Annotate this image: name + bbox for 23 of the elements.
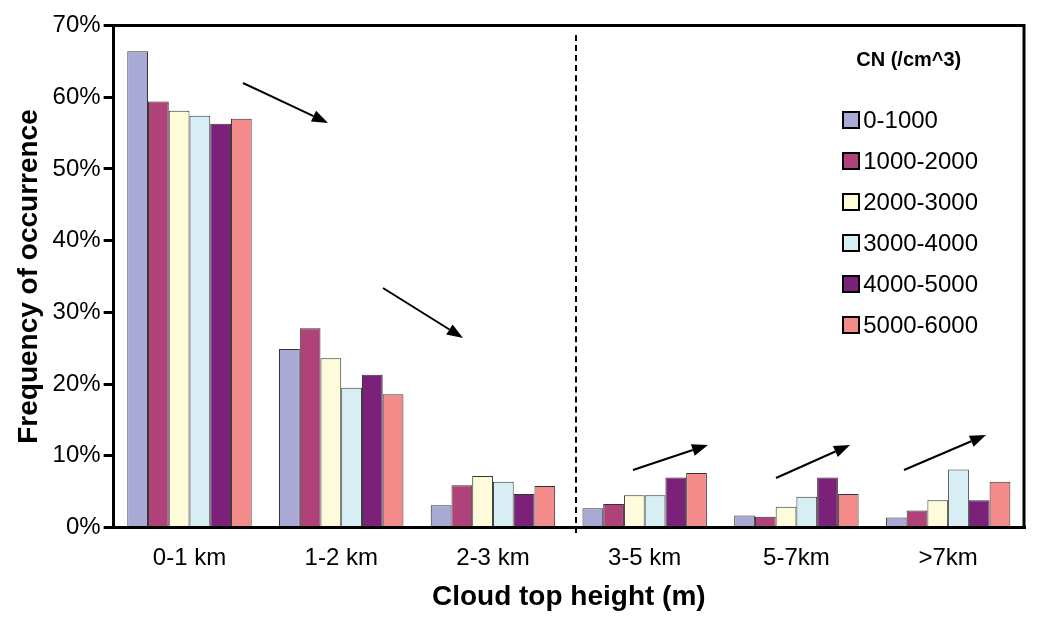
- legend-label: 5000-6000: [863, 310, 978, 339]
- x-tick-label: 3-5 km: [608, 542, 682, 570]
- x-tick-label: 0-1 km: [152, 542, 227, 570]
- y-tick-label: 40%: [52, 225, 101, 253]
- legend-label: 4000-5000: [863, 269, 978, 298]
- x-tick-label: 1-2 km: [304, 542, 378, 570]
- legend-label: 1000-2000: [863, 146, 978, 175]
- y-tick-label: 0%: [65, 512, 101, 540]
- legend-title: CN (/cm^3): [856, 48, 963, 71]
- y-tick-label: 60%: [52, 81, 101, 109]
- legend-label: 3000-4000: [863, 228, 978, 257]
- x-tick-label: >7km: [918, 542, 978, 570]
- y-tick-label: 20%: [52, 368, 101, 396]
- x-axis-title: Cloud top height (m): [431, 579, 706, 611]
- y-tick-label: 50%: [52, 153, 101, 181]
- y-axis-title: Frequency of occurrence: [11, 109, 43, 444]
- legend-label: 0-1000: [863, 105, 938, 134]
- x-tick-label: 5-7km: [763, 542, 830, 570]
- y-tick-label: 70%: [52, 10, 101, 38]
- y-tick-label: 30%: [52, 297, 101, 324]
- x-tick-label: 2-3 km: [456, 542, 530, 570]
- legend-label: 2000-3000: [863, 187, 978, 216]
- y-tick-label: 10%: [52, 440, 101, 468]
